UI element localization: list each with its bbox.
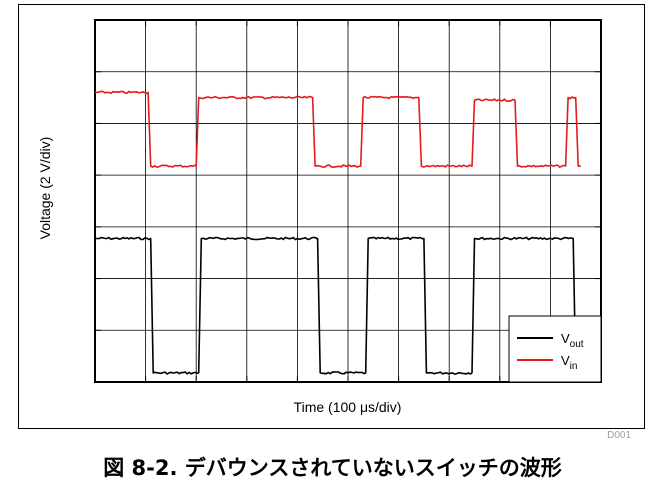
figure-caption: 図 8-2. デバウンスされていないスイッチの波形 xyxy=(103,456,562,480)
traces xyxy=(95,90,581,375)
figure-code: D001 xyxy=(607,430,631,441)
legend-box xyxy=(508,315,602,383)
trace-vout xyxy=(95,236,579,375)
trace-vin xyxy=(95,90,581,168)
x-axis-label: Time (100 μs/div) xyxy=(293,399,402,415)
legend-label-vin: Vin xyxy=(561,353,577,372)
legend-label-vout: Vout xyxy=(561,331,584,350)
legend: Vout Vin xyxy=(508,315,602,383)
plot-border xyxy=(94,19,602,383)
figure-frame xyxy=(18,4,645,429)
y-axis-label: Voltage (2 V/div) xyxy=(37,136,53,240)
